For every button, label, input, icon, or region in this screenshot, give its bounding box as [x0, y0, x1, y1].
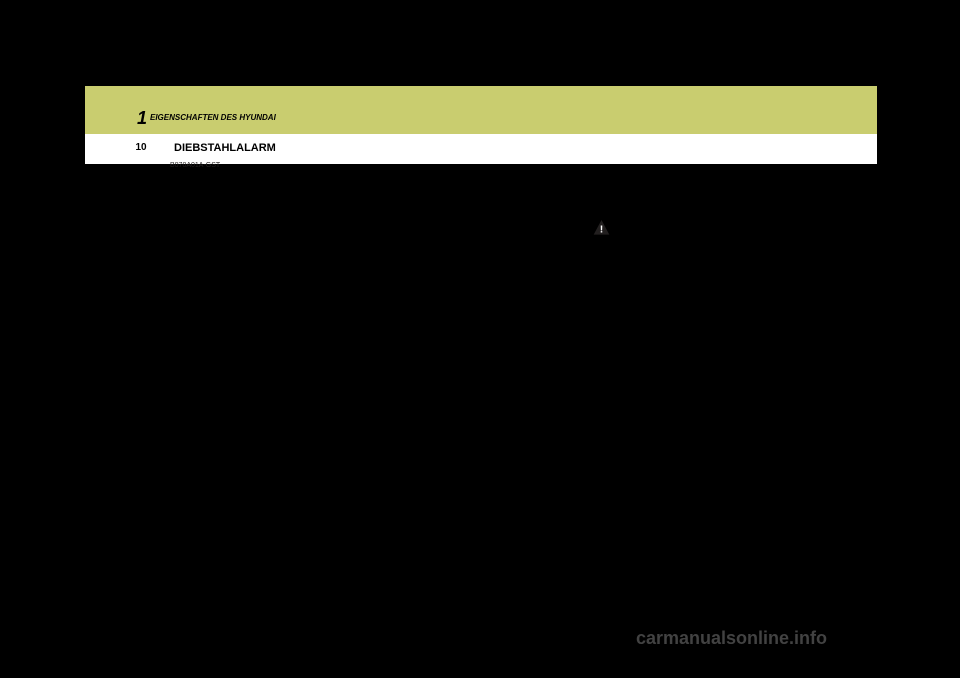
warning-icon: !	[593, 219, 610, 236]
svg-text:!: !	[600, 223, 604, 235]
page-number-tab: 10	[118, 134, 164, 161]
page-number: 10	[135, 142, 146, 153]
header-title: EIGENSCHAFTEN DES HYUNDAI	[150, 113, 276, 122]
section-number: 1	[137, 108, 147, 129]
olive-color-band	[85, 86, 877, 134]
watermark-text: carmanualsonline.info	[636, 628, 827, 649]
document-code: B070A01A-GST	[170, 162, 220, 169]
section-title: DIEBSTAHLALARM	[174, 142, 276, 154]
title-tab: DIEBSTAHLALARM	[160, 134, 328, 161]
